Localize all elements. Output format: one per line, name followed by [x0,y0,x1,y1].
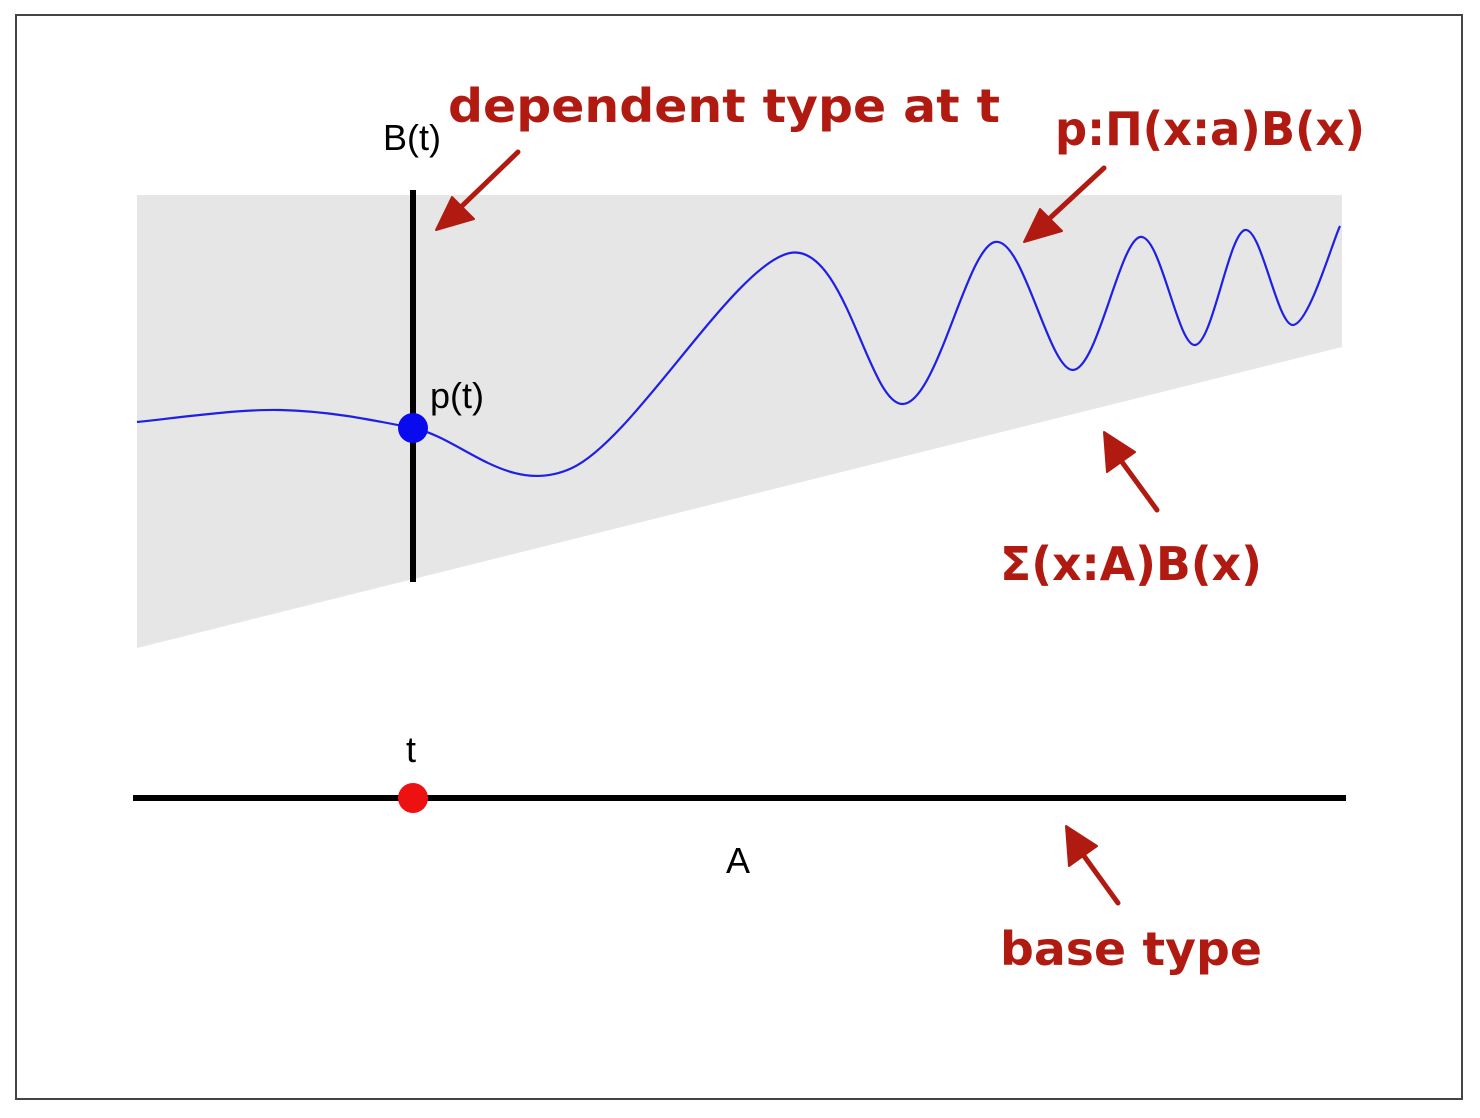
base-point [398,783,428,813]
section-point [398,413,428,443]
sigma-type-arrow [1103,431,1160,513]
section-point-label: p(t) [430,375,484,416]
sigma-type-annotation: Σ(x:A)B(x) [1000,537,1262,591]
dependent-type-annotation: dependent type at t [448,79,1000,133]
dependent-type-arrow [435,149,521,231]
section-curve [136,225,1341,478]
pi-type-annotation: p:Π(x:a)B(x) [1055,102,1365,156]
total-space-region [137,195,1342,648]
base-type-arrow [1065,825,1121,906]
frame-border [15,14,1463,1100]
base-type-annotation: base type [1000,922,1262,976]
pi-type-arrow [1023,165,1107,243]
base-point-label: t [406,729,416,770]
fiber-label: B(t) [383,117,441,158]
base-label: A [726,840,750,881]
